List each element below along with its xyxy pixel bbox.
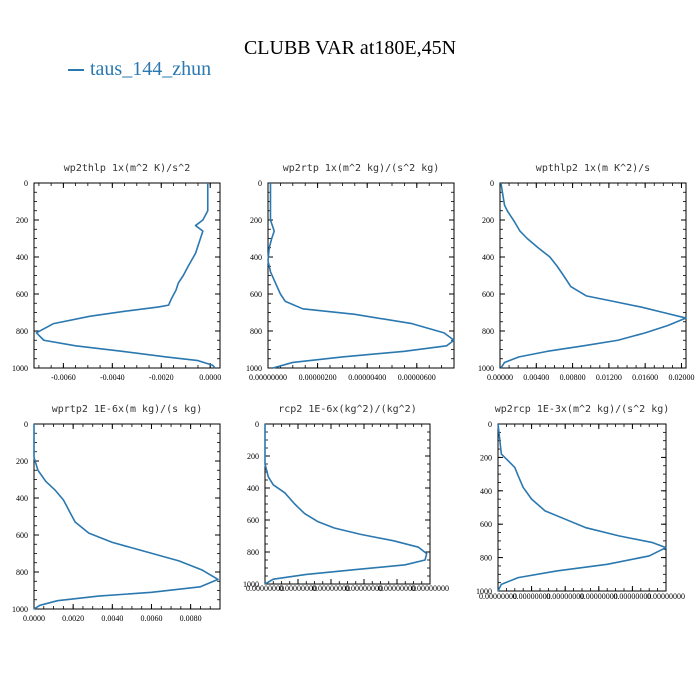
x-tick-label: 0.00000000 — [513, 592, 551, 601]
x-tick-label: 0.00000000 — [246, 584, 284, 593]
x-tick-label: 0.00400 — [523, 373, 549, 382]
panel-title: wp2rcp 1E-3x(m^2 kg)/(s^2 kg) — [495, 404, 670, 415]
x-tick-label: 0.00000000 — [312, 584, 350, 593]
plot-frame — [499, 182, 687, 369]
y-tick-label: 600 — [482, 290, 494, 299]
series-line — [500, 182, 687, 369]
series-line — [33, 424, 219, 610]
chart-panel: rcp2 1E-6x(kg^2)/(kg^2) 0 200 400 600 800 1000… — [243, 404, 449, 593]
x-tick-label: 0.00000000 — [279, 584, 317, 593]
y-tick-label: 200 — [16, 457, 28, 466]
chart-main-title: CLUBB VAR at180E,45N — [243, 37, 457, 59]
y-tick-label: 800 — [16, 327, 28, 336]
x-tick-label: -0.0060 — [51, 373, 76, 382]
plot-frame — [497, 423, 667, 592]
y-tick-label: 400 — [247, 484, 259, 493]
panel-title: wp2thlp 1x(m^2 K)/s^2 — [64, 163, 190, 174]
x-tick-label: 0.00000000 — [345, 584, 383, 593]
y-tick-label: 400 — [16, 253, 28, 262]
y-tick-label: 800 — [247, 548, 259, 557]
x-tick-label: 0.00000400 — [348, 373, 386, 382]
x-tick-label: 0.0040 — [101, 614, 123, 623]
legend-swatch — [68, 68, 84, 71]
x-tick-label: 0.00000000 — [580, 592, 618, 601]
x-tick-label: 0.0000 — [199, 373, 221, 382]
y-tick-label: 800 — [480, 554, 492, 563]
y-tick-label: 200 — [250, 216, 262, 225]
panel-title: rcp2 1E-6x(kg^2)/(kg^2) — [278, 404, 416, 415]
x-tick-label: 0.00000600 — [398, 373, 436, 382]
x-tick-label: 0.00000000 — [546, 592, 584, 601]
y-tick-label: 600 — [480, 520, 492, 529]
chart-panel: wprtp2 1E-6x(m kg)/(s kg) 0 200 400 600 800 10… — [12, 404, 221, 623]
y-tick-label: 800 — [250, 327, 262, 336]
y-tick-label: 0 — [24, 179, 28, 188]
x-tick-label: -0.0020 — [149, 373, 174, 382]
y-tick-label: 600 — [247, 516, 259, 525]
panel-title: wp2rtp 1x(m^2 kg)/(s^2 kg) — [283, 163, 440, 174]
y-tick-label: 1000 — [12, 605, 28, 614]
y-tick-label: 1000 — [478, 364, 494, 373]
y-tick-label: 400 — [250, 253, 262, 262]
y-tick-label: 1000 — [12, 364, 28, 373]
x-tick-label: 0.00800 — [560, 373, 586, 382]
plot-frame — [33, 423, 221, 610]
x-tick-label: 0.0060 — [140, 614, 162, 623]
y-tick-label: 800 — [482, 327, 494, 336]
series-line — [264, 424, 428, 585]
x-tick-label: 0.0020 — [62, 614, 84, 623]
x-tick-label: 0.00000000 — [378, 584, 416, 593]
plot-frame — [267, 182, 455, 369]
y-tick-label: 1000 — [246, 364, 262, 373]
chart-panel: wp2rcp 1E-3x(m^2 kg)/(s^2 kg)0 200 400 600 8… — [476, 404, 685, 601]
y-tick-label: 600 — [16, 531, 28, 540]
x-tick-label: 0.0080 — [180, 614, 202, 623]
y-tick-label: 600 — [16, 290, 28, 299]
y-tick-label: 600 — [250, 290, 262, 299]
x-tick-label: 0.00000000 — [249, 373, 287, 382]
series-line — [267, 183, 455, 369]
y-tick-label: 0 — [255, 420, 259, 429]
legend: taus_144_zhun — [68, 58, 211, 81]
plot-frame — [33, 182, 221, 369]
y-tick-label: 0 — [488, 420, 492, 429]
panel-title: wpthlp2 1x(m K^2)/s — [536, 163, 650, 174]
y-tick-label: 200 — [247, 452, 259, 461]
legend-label: taus_144_zhun — [90, 58, 212, 80]
chart-panel: wp2rtp 1x(m^2 kg)/(s^2 kg) 0 200 400 600 800 1… — [246, 163, 455, 382]
y-tick-label: 0 — [490, 179, 494, 188]
panel-title: wprtp2 1E-6x(m kg)/(s kg) — [52, 404, 203, 415]
chart-panel: wp2thlp 1x(m^2 K)/s^2 0 200 400 600 800 1000 -0… — [12, 163, 221, 382]
x-tick-label: 0.0000 — [23, 614, 45, 623]
x-tick-label: -0.0040 — [100, 373, 125, 382]
y-tick-label: 200 — [482, 216, 494, 225]
x-tick-label: 0.01200 — [596, 373, 622, 382]
x-tick-label: 0.00000 — [487, 373, 513, 382]
x-tick-label: 0.00000000 — [647, 592, 685, 601]
y-tick-label: 0 — [24, 420, 28, 429]
y-tick-label: 400 — [16, 494, 28, 503]
series-line — [497, 423, 667, 592]
y-tick-label: 800 — [16, 568, 28, 577]
x-tick-label: 0.00000200 — [299, 373, 337, 382]
y-tick-label: 400 — [482, 253, 494, 262]
x-tick-label: 0.00000000 — [479, 592, 517, 601]
y-tick-label: 400 — [480, 487, 492, 496]
y-tick-label: 200 — [16, 216, 28, 225]
chart-panel: wpthlp2 1x(m K^2)/s020040060080010000.00… — [478, 163, 694, 382]
x-tick-label: 0.00000000 — [613, 592, 651, 601]
plot-frame — [264, 423, 431, 585]
series-line — [35, 183, 216, 369]
y-tick-label: 1000 — [476, 587, 492, 596]
y-tick-label: 0 — [258, 179, 262, 188]
x-tick-label: 0.01600 — [632, 373, 658, 382]
x-tick-label: 0.02000 — [668, 373, 694, 382]
x-tick-label: 0.00000000 — [411, 584, 449, 593]
y-tick-label: 200 — [480, 453, 492, 462]
y-tick-label: 1000 — [243, 580, 259, 589]
